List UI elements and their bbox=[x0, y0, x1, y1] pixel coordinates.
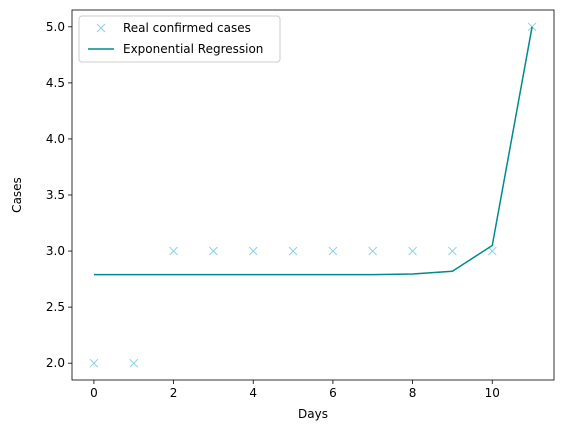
legend-box bbox=[78, 15, 281, 63]
x-tick-label: 4 bbox=[249, 386, 257, 400]
x-tick-label: 8 bbox=[409, 386, 417, 400]
marker-stroke bbox=[209, 246, 218, 256]
marker-stroke bbox=[129, 358, 139, 368]
y-tick-label: 2.0 bbox=[46, 356, 65, 370]
data-point-marker bbox=[89, 358, 99, 368]
legend: Real confirmed cases Exponential Regressi… bbox=[78, 15, 281, 63]
legend-entry-label: Exponential Regression bbox=[123, 42, 263, 56]
x-tick-label: 2 bbox=[170, 386, 178, 400]
x-axis-label: Days bbox=[298, 407, 328, 421]
plot-area bbox=[89, 22, 537, 368]
marker-stroke bbox=[487, 246, 497, 256]
x-tick-label: 6 bbox=[329, 386, 337, 400]
data-point-marker bbox=[527, 22, 537, 32]
marker-stroke bbox=[89, 358, 99, 368]
data-point-marker bbox=[129, 358, 139, 368]
legend-marker-swatch bbox=[96, 23, 106, 33]
data-point-marker bbox=[448, 246, 457, 256]
y-tick-label: 5.0 bbox=[46, 20, 65, 34]
y-tick-label: 2.5 bbox=[46, 300, 65, 314]
data-point-marker bbox=[487, 246, 497, 256]
y-tick-label: 4.5 bbox=[46, 76, 65, 90]
marker-stroke bbox=[527, 22, 537, 32]
y-axis-label: Cases bbox=[10, 177, 24, 213]
data-point-marker bbox=[408, 246, 417, 256]
legend-entry-label: Real confirmed cases bbox=[123, 21, 251, 35]
marker-stroke bbox=[368, 246, 378, 256]
y-tick-label: 4.0 bbox=[46, 132, 65, 146]
marker-stroke bbox=[96, 23, 106, 33]
marker-stroke bbox=[408, 246, 417, 256]
x-tick-label: 0 bbox=[90, 386, 98, 400]
y-tick-label: 3.0 bbox=[46, 244, 65, 258]
data-point-marker bbox=[368, 246, 378, 256]
data-point-marker bbox=[328, 246, 338, 256]
marker-stroke bbox=[328, 246, 338, 256]
data-point-marker bbox=[209, 246, 218, 256]
data-point-marker bbox=[169, 246, 178, 256]
axes-frame bbox=[71, 9, 555, 381]
y-tick-label: 3.5 bbox=[46, 188, 65, 202]
x-tick-label: 10 bbox=[485, 386, 500, 400]
marker-stroke bbox=[169, 246, 178, 256]
marker-stroke bbox=[288, 246, 298, 256]
marker-stroke bbox=[248, 246, 258, 256]
marker-stroke bbox=[448, 246, 457, 256]
series-line-regression bbox=[93, 26, 533, 276]
data-point-marker bbox=[288, 246, 298, 256]
data-point-marker bbox=[248, 246, 258, 256]
axes: 0 2 4 6 8 10 2.0 2.5 3.0 3.5 4.0 4.5 5.0 bbox=[46, 9, 555, 400]
